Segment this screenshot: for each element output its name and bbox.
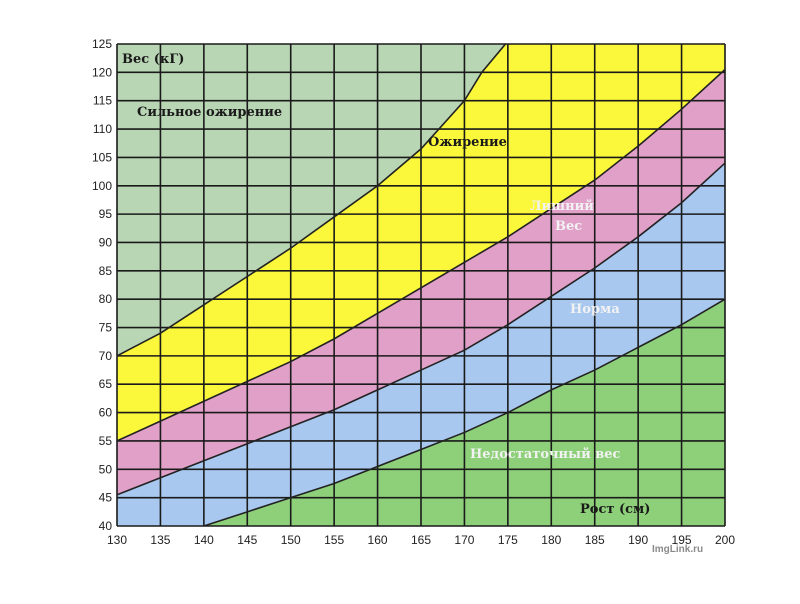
ticks-layer: 130 135 140 145 150 155 160 165 170 175 180 185 190 1… (92, 37, 735, 547)
x-tick-160: 160 (368, 533, 388, 547)
x-tick-165: 165 (411, 533, 431, 547)
label-severe-obesity: Сильное ожирение (137, 105, 282, 120)
y-tick-50: 50 (99, 462, 113, 476)
y-tick-65: 65 (99, 377, 113, 391)
watermark: ImgLink.ru (652, 544, 703, 555)
ylabel: Вес (кГ) (122, 52, 184, 67)
x-tick-190: 190 (628, 533, 648, 547)
label-obesity: Ожирение (428, 135, 507, 150)
label-overweight-line2: Вес (555, 219, 582, 234)
y-tick-105: 105 (92, 150, 112, 164)
y-tick-70: 70 (99, 349, 113, 363)
y-tick-60: 60 (99, 406, 113, 420)
y-tick-120: 120 (92, 65, 112, 79)
label-normal: Норма (570, 302, 620, 317)
y-tick-45: 45 (99, 491, 113, 505)
y-tick-125: 125 (92, 37, 112, 51)
x-tick-150: 150 (281, 533, 301, 547)
x-tick-180: 180 (541, 533, 561, 547)
y-tick-90: 90 (99, 235, 113, 249)
label-overweight-line1: Лишний (530, 199, 594, 214)
x-tick-170: 170 (454, 533, 474, 547)
boundary-b4 (117, 44, 507, 357)
x-tick-175: 175 (498, 533, 518, 547)
boundary-b3 (117, 68, 725, 442)
zone-3 (117, 69, 725, 495)
grid-layer (116, 43, 726, 527)
y-tick-85: 85 (99, 264, 113, 278)
y-tick-80: 80 (99, 292, 113, 306)
label-underweight: Недостаточный вес (470, 447, 621, 462)
x-tick-135: 135 (150, 533, 170, 547)
y-tick-115: 115 (93, 94, 112, 108)
xlabel: Рост (см) (580, 502, 650, 517)
x-tick-185: 185 (585, 533, 605, 547)
zone-2 (117, 163, 725, 526)
boundary-layer (117, 44, 725, 526)
zone-5 (117, 44, 506, 356)
boundary-b1 (200, 298, 725, 526)
y-tick-75: 75 (99, 321, 113, 335)
y-tick-40: 40 (99, 519, 113, 533)
y-tick-55: 55 (99, 434, 113, 448)
x-tick-195: 195 (672, 533, 692, 547)
y-tick-110: 110 (93, 122, 112, 136)
y-tick-95: 95 (99, 207, 113, 221)
y-tick-100: 100 (92, 179, 112, 193)
x-tick-200: 200 (715, 533, 735, 547)
x-tick-155: 155 (324, 533, 344, 547)
x-tick-130: 130 (107, 533, 127, 547)
boundary-b2 (117, 162, 725, 496)
x-tick-140: 140 (194, 533, 214, 547)
x-tick-145: 145 (237, 533, 257, 547)
